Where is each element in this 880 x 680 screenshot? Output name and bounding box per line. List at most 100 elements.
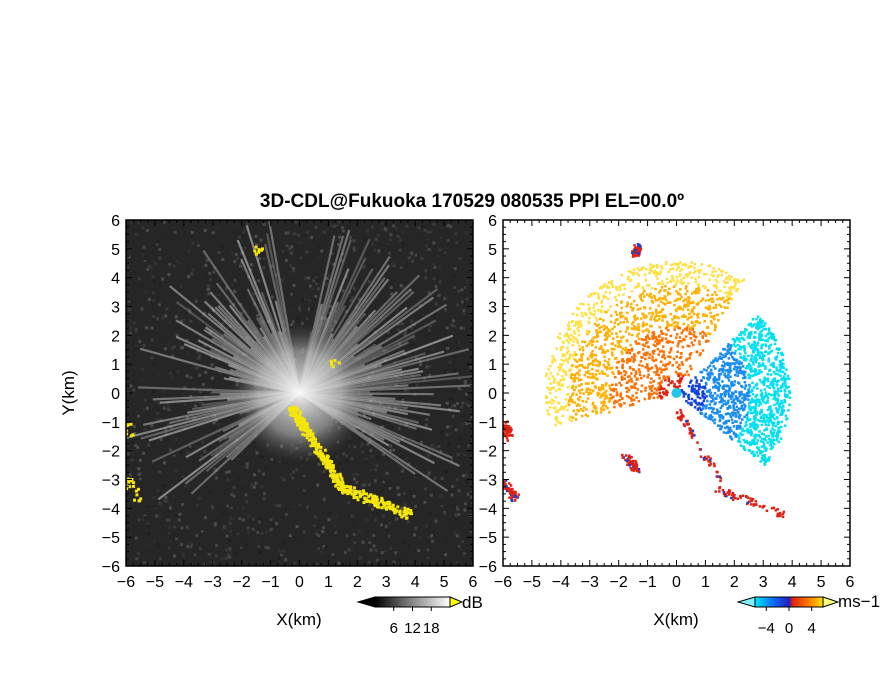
velocity-pixel: [620, 336, 623, 340]
velocity-pixel: [713, 359, 717, 362]
velocity-pixel: [614, 375, 617, 379]
velocity-pixel: [567, 328, 570, 331]
velocity-pixel: [678, 363, 681, 367]
echo-pixel: [293, 416, 297, 420]
velocity-pixel: [655, 311, 658, 315]
noise-pixel: [207, 552, 211, 556]
velocity-pixel: [633, 354, 637, 358]
velocity-pixel: [621, 363, 625, 367]
velocity-pixel: [618, 398, 621, 402]
velocity-pixel: [690, 315, 693, 319]
noise-pixel: [252, 485, 256, 489]
velocity-pixel: [702, 313, 705, 316]
velocity-pixel: [640, 390, 643, 393]
noise-pixel: [403, 333, 407, 337]
velocity-pixel: [719, 406, 723, 410]
noise-pixel: [465, 402, 469, 406]
velocity-pixel: [720, 298, 723, 301]
velocity-pixel: [551, 361, 554, 364]
velocity-pixel: [779, 413, 782, 417]
noise-pixel: [278, 504, 282, 508]
velocity-pixel: [701, 394, 704, 397]
noise-pixel: [419, 462, 423, 466]
velocity-pixel: [768, 351, 771, 354]
velocity-pixel: [690, 261, 694, 264]
noise-pixel: [198, 373, 202, 377]
velocity-pixel: [729, 285, 733, 289]
noise-pixel: [453, 368, 457, 372]
velocity-pixel: [629, 343, 632, 347]
noise-pixel: [364, 299, 368, 303]
noise-pixel: [319, 470, 323, 474]
velocity-pixel: [675, 361, 678, 364]
velocity-pixel: [705, 306, 708, 310]
noise-pixel: [190, 272, 194, 276]
noise-pixel: [126, 447, 130, 451]
velocity-pixel: [714, 367, 717, 370]
noise-pixel: [128, 248, 132, 252]
velocity-pixel: [616, 335, 619, 339]
velocity-pixel: [691, 292, 694, 295]
velocity-pixel: [756, 343, 759, 346]
noise-pixel: [427, 529, 431, 533]
velocity-pixel: [751, 450, 755, 453]
noise-pixel: [345, 275, 349, 279]
velocity-pixel: [678, 372, 681, 376]
velocity-pixel: [780, 406, 784, 410]
echo-pixel: [362, 491, 366, 495]
velocity-pixel: [619, 288, 622, 291]
velocity-pixel: [730, 381, 733, 385]
velocity-pixel: [768, 386, 771, 390]
noise-pixel: [369, 468, 373, 472]
velocity-pixel: [592, 389, 595, 392]
noise-pixel: [131, 394, 135, 398]
velocity-pixel: [774, 357, 777, 360]
velocity-pixel: [643, 323, 646, 327]
noise-pixel: [446, 346, 450, 350]
velocity-pixel: [751, 346, 754, 349]
noise-pixel: [127, 299, 131, 303]
velocity-pixel: [764, 438, 767, 442]
velocity-pixel: [785, 377, 788, 380]
noise-pixel: [453, 285, 457, 289]
velocity-pixel: [732, 367, 736, 371]
velocity-pixel: [753, 428, 757, 431]
velocity-pixel: [718, 303, 721, 307]
echo-pixel: [132, 481, 136, 485]
velocity-pixel: [590, 392, 593, 395]
velocity-pixel: [653, 272, 657, 275]
velocity-pixel: [711, 297, 714, 300]
velocity-pixel: [638, 373, 642, 377]
echo-pixel: [352, 493, 356, 497]
noise-pixel: [165, 307, 169, 311]
velocity-pixel: [724, 291, 727, 295]
velocity-pixel: [585, 313, 588, 317]
velocity-pixel: [703, 386, 707, 390]
velocity-pixel: [732, 392, 735, 395]
echo-pixel: [330, 467, 334, 471]
noise-pixel: [258, 550, 262, 554]
velocity-pixel: [661, 282, 664, 286]
noise-pixel: [212, 421, 216, 425]
noise-pixel: [154, 402, 158, 406]
noise-pixel: [178, 261, 182, 265]
noise-pixel: [242, 230, 246, 234]
velocity-pixel: [635, 342, 638, 345]
velocity-pixel: [667, 379, 671, 382]
velocity-pixel: [583, 373, 587, 377]
velocity-pixel: [694, 384, 698, 388]
velocity-pixel: [729, 375, 732, 379]
velocity-pixel: [716, 298, 719, 301]
velocity-pixel: [622, 320, 625, 324]
noise-pixel: [455, 505, 459, 509]
noise-pixel: [150, 338, 154, 342]
noise-pixel: [327, 274, 331, 278]
velocity-pixel: [639, 293, 643, 297]
left-colorbar-high-arrow: [449, 596, 464, 608]
velocity-pixel: [681, 390, 685, 394]
velocity-pixel: [583, 340, 587, 344]
velocity-pixel: [777, 348, 780, 352]
noise-pixel: [381, 452, 385, 456]
noise-pixel: [225, 470, 229, 474]
